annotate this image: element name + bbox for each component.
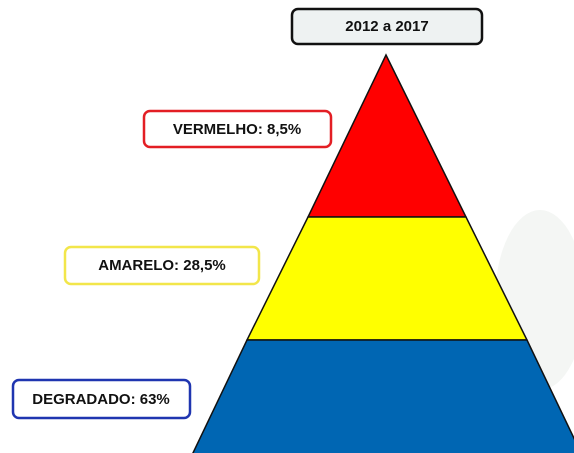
level-label: VERMELHO: 8,5% [173, 121, 301, 138]
level-label: DEGRADADO: 63% [32, 391, 170, 408]
level-label-box [63, 245, 261, 286]
pyramid-base [192, 339, 574, 453]
pyramid-middle [245, 216, 529, 341]
title-box [290, 7, 484, 46]
level-label-box [142, 109, 333, 149]
level-label-box [11, 378, 192, 420]
level-label: AMARELO: 28,5% [98, 257, 226, 274]
title: 2012 a 2017 [345, 18, 428, 35]
